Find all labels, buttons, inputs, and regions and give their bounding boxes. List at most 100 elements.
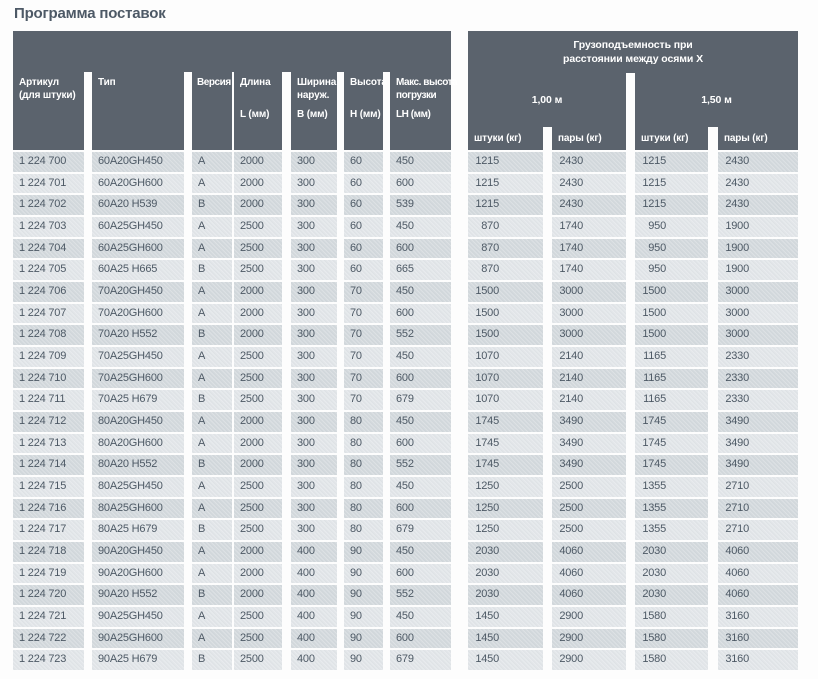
axle-distance-label: 1,00 м <box>531 94 563 106</box>
cell-length: 2000 <box>234 282 282 302</box>
cell-pieces-100: 1500 <box>468 282 543 302</box>
cell-width: 400 <box>291 607 337 627</box>
cell-length: 2000 <box>234 173 282 194</box>
cell-pairs-150: 3000 <box>718 325 798 346</box>
column-header-width: Ширина наруж. B (мм) <box>291 72 337 150</box>
capacity-value: 1580 <box>642 610 666 623</box>
capacity-value: 2430 <box>725 198 749 211</box>
capacity-value: 3000 <box>725 328 749 341</box>
cell-length: 2000 <box>234 563 282 584</box>
cell-length: 2000 <box>234 303 282 324</box>
cell-load-height: 552 <box>390 325 451 346</box>
cell-pairs-150: 2710 <box>718 520 798 541</box>
cell-type: 90A25GH450 <box>92 607 184 627</box>
table-row: 1 224 717 80A25 H679 B 2500 300 80 679 1250 2500… <box>13 520 798 541</box>
cell-pieces-150: 2030 <box>635 585 708 606</box>
cell-height: 90 <box>344 563 383 584</box>
cell-pairs-150: 4060 <box>718 563 798 584</box>
cell-pairs-100: 1740 <box>552 238 626 259</box>
cell-width: 300 <box>291 282 337 302</box>
cell-type: 80A20 H552 <box>92 455 184 476</box>
cell-load-height: 665 <box>390 260 451 281</box>
cell-type: 70A25GH450 <box>92 347 184 367</box>
capacity-value: 1745 <box>642 415 666 428</box>
capacity-value: 1500 <box>475 328 499 341</box>
capacity-value: 2330 <box>725 350 749 363</box>
table-row: 1 224 720 90A20 H552 B 2000 400 90 552 2030 4060… <box>13 585 798 606</box>
capacity-value: 1745 <box>642 458 666 471</box>
cell-pieces-100: 2030 <box>468 563 543 584</box>
table-row: 1 224 705 60A25 H665 B 2500 300 60 665 870 1740 9… <box>13 260 798 281</box>
cell-type: 60A20 H539 <box>92 195 184 216</box>
cell-pairs-150: 3490 <box>718 455 798 476</box>
cell-version: B <box>192 585 232 606</box>
table-row: 1 224 721 90A25GH450 A 2500 400 90 450 1450 2900… <box>13 607 798 627</box>
capacity-value: 1355 <box>642 501 666 514</box>
cell-width: 400 <box>291 563 337 584</box>
cell-width: 300 <box>291 477 337 497</box>
cell-pieces-100: 1450 <box>468 650 543 671</box>
capacity-value: 2030 <box>642 588 666 601</box>
cell-pieces-100: 1745 <box>468 412 543 432</box>
cell-width: 400 <box>291 650 337 671</box>
cell-load-height: 679 <box>390 650 451 671</box>
cell-width: 300 <box>291 368 337 389</box>
cell-pieces-100: 1250 <box>468 520 543 541</box>
cell-pieces-150: 1165 <box>635 368 708 389</box>
capacity-value: 2030 <box>475 545 499 558</box>
cell-length: 2500 <box>234 260 282 281</box>
cell-pieces-150: 2030 <box>635 563 708 584</box>
capacity-value: 1215 <box>475 198 499 211</box>
cell-length: 2000 <box>234 325 282 346</box>
cell-pairs-150: 3490 <box>718 412 798 432</box>
cell-load-height: 600 <box>390 368 451 389</box>
capacity-value: 3160 <box>725 653 749 666</box>
cell-pairs-150: 1900 <box>718 260 798 281</box>
capacity-value: 3160 <box>725 631 749 644</box>
axle-distance-label: 1,50 м <box>701 94 732 106</box>
cell-version: B <box>192 260 232 281</box>
cell-width: 400 <box>291 628 337 649</box>
capacity-value: 2140 <box>559 393 583 406</box>
capacity-value: 1215 <box>642 155 666 167</box>
capacity-value: 1070 <box>475 350 499 363</box>
capacity-value: 950 <box>648 263 666 276</box>
cell-height: 80 <box>344 520 383 541</box>
cell-pairs-100: 4060 <box>552 542 626 562</box>
table-row: 1 224 719 90A20GH600 A 2000 400 90 600 2030 4060… <box>13 563 798 584</box>
table-row: 1 224 704 60A25GH600 A 2500 300 60 600 870 1740 9… <box>13 238 798 259</box>
capacity-value: 4060 <box>725 588 749 601</box>
cell-height: 90 <box>344 585 383 606</box>
capacity-value: 1450 <box>475 631 499 644</box>
cell-version: A <box>192 217 232 237</box>
capacity-value: 1355 <box>642 523 666 536</box>
cell-article: 1 224 704 <box>13 238 84 259</box>
cell-pairs-150: 3160 <box>718 650 798 671</box>
table-row: 1 224 707 70A20GH600 A 2000 300 70 600 1500 3000… <box>13 303 798 324</box>
cell-pairs-150: 2710 <box>718 498 798 519</box>
cell-pairs-100: 3490 <box>552 412 626 432</box>
cell-pieces-150: 950 <box>635 238 708 259</box>
cell-width: 300 <box>291 195 337 216</box>
capacity-value: 1900 <box>725 220 749 232</box>
cell-load-height: 450 <box>390 347 451 367</box>
capacity-value: 1900 <box>725 241 749 254</box>
cell-pieces-150: 950 <box>635 217 708 237</box>
cell-article: 1 224 718 <box>13 542 84 562</box>
cell-width: 300 <box>291 173 337 194</box>
cell-article: 1 224 703 <box>13 217 84 237</box>
cell-version: A <box>192 542 232 562</box>
capacity-value: 2900 <box>559 631 583 644</box>
cell-length: 2500 <box>234 520 282 541</box>
cell-height: 60 <box>344 195 383 216</box>
capacity-value: 1450 <box>475 653 499 666</box>
column-header-label: Ширина <box>297 77 337 88</box>
cell-length: 2500 <box>234 238 282 259</box>
cell-pairs-100: 4060 <box>552 585 626 606</box>
cell-type: 90A25 H679 <box>92 650 184 671</box>
cell-load-height: 679 <box>390 390 451 411</box>
cell-pairs-100: 2140 <box>552 368 626 389</box>
cell-width: 300 <box>291 433 337 454</box>
capacity-value: 870 <box>481 220 499 232</box>
cell-version: B <box>192 195 232 216</box>
